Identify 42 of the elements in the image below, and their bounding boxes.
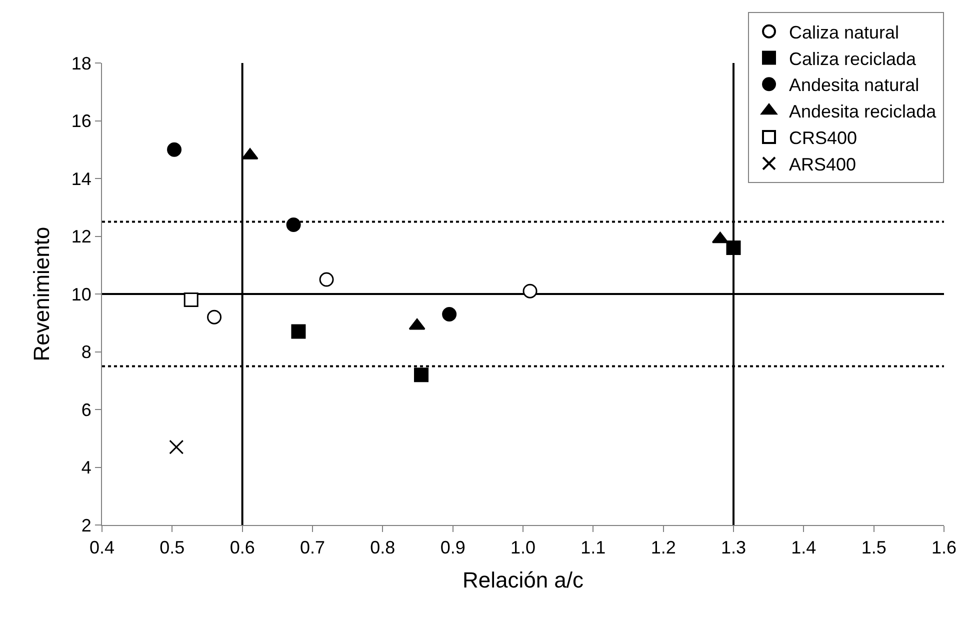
y-tick-label: 16 [71, 111, 92, 132]
legend-label: CRS400 [789, 128, 858, 148]
x-tick-label: 1.3 [720, 538, 746, 558]
y-axis-title: Revenimiento [29, 226, 54, 362]
y-tick-label: 14 [71, 168, 92, 189]
legend-label: ARS400 [789, 154, 856, 174]
point [442, 306, 457, 322]
y-tick-label: 2 [81, 515, 92, 536]
point [414, 368, 429, 382]
point [522, 284, 538, 298]
legend-label: Andesita reciclada [789, 102, 938, 122]
x-tick-label: 1.4 [791, 538, 816, 558]
x-tick-label: 1.6 [931, 538, 957, 558]
y-tick-label: 8 [81, 342, 92, 362]
x-tick-label: 1.2 [650, 538, 676, 558]
legend-label: Andesita natural [789, 75, 920, 96]
legend-label: Caliza natural [789, 22, 900, 42]
point [207, 310, 222, 324]
x-tick-label: 1.0 [510, 538, 536, 558]
x-tick-label: 0.9 [440, 538, 466, 558]
x-tick-label: 0.4 [89, 538, 115, 558]
x-tick-label: 0.5 [160, 538, 185, 558]
y-tick-label: 4 [81, 458, 92, 478]
legend-label: Caliza reciclada [789, 48, 918, 69]
point [169, 440, 184, 454]
y-tick-label: 10 [71, 284, 92, 304]
x-tick-label: 0.6 [230, 538, 255, 558]
point [712, 232, 728, 244]
point [291, 324, 306, 339]
x-tick-label: 0.7 [300, 538, 326, 558]
y-tick-label: 6 [81, 400, 92, 420]
x-axis-title: Relación a/c [462, 568, 584, 592]
point [184, 292, 198, 308]
point [286, 217, 301, 232]
y-tick-label: 18 [71, 53, 92, 74]
y-tick-label: 12 [71, 226, 92, 247]
x-tick-label: 0.8 [370, 538, 396, 558]
point [726, 240, 741, 256]
point [167, 142, 182, 157]
x-tick-label: 1.1 [580, 538, 606, 558]
x-tick-label: 1.5 [861, 538, 886, 558]
point [319, 272, 334, 287]
